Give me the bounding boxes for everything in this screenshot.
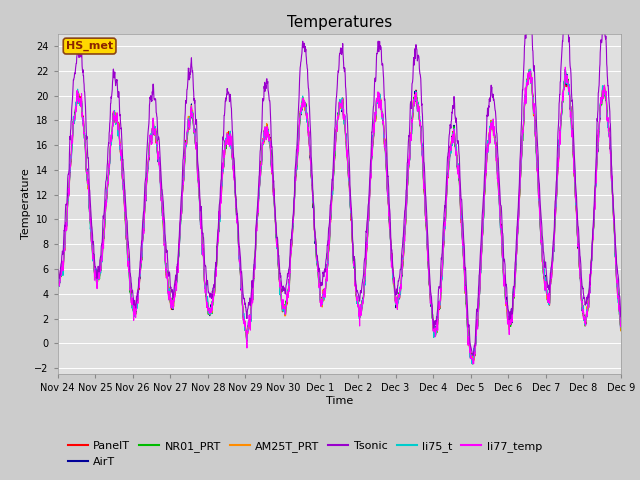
NR01_PRT <box>601 93 609 98</box>
AM25T_PRT <box>497 229 505 235</box>
Tsonic <box>328 188 335 193</box>
Tsonic <box>561 3 569 9</box>
PanelT <box>54 270 61 276</box>
AirT <box>497 228 505 233</box>
Line: li75_t: li75_t <box>58 69 621 364</box>
AM25T_PRT <box>617 328 625 334</box>
AM25T_PRT <box>328 200 335 205</box>
li77_temp <box>54 274 61 279</box>
Legend: PanelT, AirT, NR01_PRT, AM25T_PRT, Tsonic, li75_t, li77_temp: PanelT, AirT, NR01_PRT, AM25T_PRT, Tsoni… <box>63 437 547 471</box>
PanelT <box>497 227 505 233</box>
AirT <box>83 169 90 175</box>
li75_t <box>468 361 476 367</box>
AM25T_PRT <box>54 274 61 280</box>
PanelT <box>617 323 625 329</box>
NR01_PRT <box>83 166 90 171</box>
NR01_PRT <box>328 200 335 205</box>
Tsonic <box>601 33 609 39</box>
NR01_PRT <box>54 272 61 277</box>
AirT <box>617 327 625 333</box>
Tsonic <box>83 131 90 137</box>
NR01_PRT <box>617 327 625 333</box>
li75_t <box>313 255 321 261</box>
AM25T_PRT <box>313 259 321 264</box>
li75_t <box>497 229 505 235</box>
AM25T_PRT <box>601 86 609 92</box>
Tsonic <box>54 272 61 277</box>
AM25T_PRT <box>83 167 90 173</box>
AM25T_PRT <box>468 360 476 366</box>
AirT <box>54 269 61 275</box>
li75_t <box>328 198 335 204</box>
li77_temp <box>497 227 505 232</box>
li75_t <box>601 89 609 95</box>
li75_t <box>54 269 61 275</box>
li77_temp <box>561 64 569 70</box>
AirT <box>601 90 609 96</box>
li77_temp <box>313 251 321 257</box>
AirT <box>468 361 476 367</box>
NR01_PRT <box>313 257 321 263</box>
Line: Tsonic: Tsonic <box>58 6 621 356</box>
NR01_PRT <box>497 228 505 233</box>
Y-axis label: Temperature: Temperature <box>21 168 31 240</box>
li75_t <box>83 166 90 172</box>
Line: AM25T_PRT: AM25T_PRT <box>58 69 621 363</box>
NR01_PRT <box>601 89 609 95</box>
AirT <box>601 89 609 95</box>
PanelT <box>470 359 477 364</box>
Tsonic <box>313 251 321 257</box>
AM25T_PRT <box>525 66 533 72</box>
AM25T_PRT <box>601 92 609 98</box>
X-axis label: Time: Time <box>326 396 353 406</box>
PanelT <box>83 168 90 173</box>
li75_t <box>527 66 534 72</box>
PanelT <box>601 87 609 93</box>
li75_t <box>601 89 609 95</box>
Line: NR01_PRT: NR01_PRT <box>58 73 621 364</box>
li75_t <box>617 324 625 329</box>
Title: Temperatures: Temperatures <box>287 15 392 30</box>
PanelT <box>525 67 533 73</box>
li77_temp <box>601 88 609 94</box>
Tsonic <box>601 28 609 34</box>
AirT <box>561 66 569 72</box>
li77_temp <box>470 361 477 367</box>
NR01_PRT <box>527 71 534 76</box>
li77_temp <box>328 205 335 211</box>
Text: HS_met: HS_met <box>66 41 113 51</box>
Line: li77_temp: li77_temp <box>58 67 621 364</box>
AirT <box>313 256 321 262</box>
PanelT <box>328 199 335 204</box>
Tsonic <box>497 204 505 210</box>
li77_temp <box>83 166 90 172</box>
Line: PanelT: PanelT <box>58 70 621 361</box>
Tsonic <box>469 353 477 359</box>
AirT <box>328 199 335 205</box>
Tsonic <box>617 314 625 320</box>
li77_temp <box>617 322 625 327</box>
PanelT <box>313 255 321 261</box>
NR01_PRT <box>469 361 477 367</box>
li77_temp <box>601 89 609 95</box>
PanelT <box>601 89 609 95</box>
Line: AirT: AirT <box>58 69 621 364</box>
